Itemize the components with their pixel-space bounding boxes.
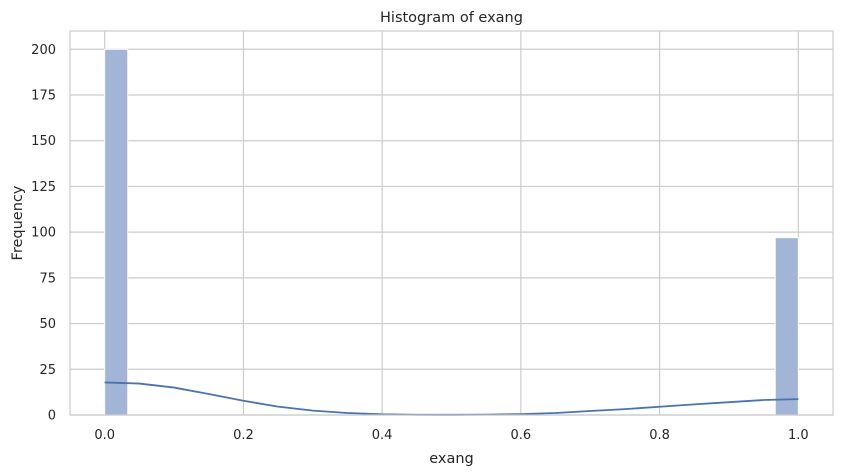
histogram-bar-1	[774, 237, 799, 416]
plot-frame	[69, 30, 834, 416]
bar-layer	[104, 48, 799, 416]
y-tick-label-8: 200	[31, 43, 56, 58]
x-tick-label-3: 0.6	[511, 428, 532, 443]
y-tick-label-7: 175	[31, 89, 56, 104]
x-axis-label: exang	[429, 451, 474, 467]
y-tick-labels: 0 25 50 75 100 125 150 175 200	[31, 43, 56, 424]
histogram-bar-0	[104, 48, 129, 416]
grid-layer	[70, 31, 833, 416]
x-tick-label-5: 1.0	[788, 428, 809, 443]
x-tick-label-4: 0.8	[649, 428, 670, 443]
x-tick-label-1: 0.2	[233, 428, 254, 443]
y-tick-label-0: 0	[48, 409, 56, 424]
x-tick-labels: 0.0 0.2 0.4 0.6 0.8 1.0	[94, 428, 808, 443]
y-axis-label: Frequency	[10, 185, 26, 260]
y-tick-label-4: 100	[31, 226, 56, 241]
x-tick-label-2: 0.4	[372, 428, 393, 443]
y-tick-label-3: 75	[39, 271, 56, 286]
chart-title: Histogram of exang	[380, 10, 523, 26]
spine-layer	[69, 30, 834, 416]
y-tick-label-6: 150	[31, 134, 56, 149]
x-tick-label-0: 0.0	[94, 428, 115, 443]
y-tick-label-1: 25	[39, 363, 56, 378]
y-tick-label-2: 50	[39, 317, 56, 332]
y-tick-label-5: 125	[31, 180, 56, 195]
